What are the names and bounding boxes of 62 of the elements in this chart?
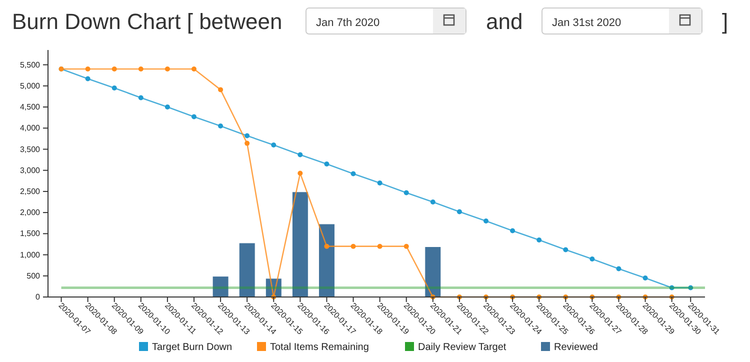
- legend-label: Daily Review Target: [418, 342, 506, 353]
- point: [377, 244, 382, 249]
- point: [85, 76, 90, 82]
- point: [298, 152, 303, 158]
- legend-label: Total Items Remaining: [270, 342, 369, 353]
- point: [164, 66, 170, 72]
- point: [404, 190, 409, 196]
- bar: [212, 276, 229, 298]
- point: [510, 228, 516, 234]
- point: [112, 86, 117, 90]
- y-tick-label: 3,000: [20, 166, 41, 175]
- point: [616, 266, 622, 272]
- date-field: Jan 7th 2020: [306, 8, 466, 34]
- y-tick-label: 4,500: [20, 102, 41, 112]
- point: [324, 162, 330, 166]
- text: ]: [722, 9, 728, 34]
- legend-label: Target Burn Down: [152, 342, 232, 353]
- y-tick-label: 5,500: [20, 60, 41, 70]
- point: [298, 170, 303, 176]
- y-tick-label: 1,000: [20, 250, 41, 260]
- point: [218, 87, 224, 92]
- point: [271, 142, 276, 148]
- chart-title: Burn Down Chart [ between: [12, 9, 282, 34]
- point: [536, 238, 542, 242]
- point: [404, 244, 409, 249]
- point: [642, 276, 648, 280]
- y-tick-label: 0: [36, 292, 41, 302]
- point: [563, 247, 568, 252]
- text: and: [486, 9, 523, 34]
- point: [456, 209, 462, 214]
- point: [112, 66, 117, 72]
- bar: [318, 224, 335, 298]
- point: [377, 180, 382, 186]
- point: [192, 114, 196, 120]
- y-tick-label: 500: [26, 271, 41, 280]
- y-tick-label: 2,500: [20, 187, 41, 196]
- point: [484, 218, 488, 224]
- y-tick-label: 1,500: [20, 229, 41, 238]
- point: [350, 244, 356, 249]
- point: [244, 133, 250, 138]
- point: [192, 66, 196, 72]
- y-tick-label: 2,000: [20, 208, 41, 218]
- point: [138, 95, 144, 100]
- point: [244, 140, 250, 146]
- y-tick-label: 4,000: [20, 124, 41, 133]
- bar: [424, 246, 442, 298]
- date-field: Jan 31st 2020: [542, 8, 702, 34]
- point: [324, 244, 330, 249]
- point: [590, 256, 595, 262]
- point: [85, 66, 90, 72]
- y-tick-label: 5,000: [20, 81, 41, 90]
- y-tick-label: 3,500: [20, 144, 41, 154]
- point: [350, 171, 356, 176]
- legend-label: Reviewed: [554, 342, 598, 353]
- point: [218, 124, 224, 128]
- point: [669, 285, 674, 290]
- point: [430, 200, 436, 204]
- point: [138, 66, 144, 72]
- point: [164, 104, 170, 110]
- bar: [292, 192, 308, 298]
- bar: [238, 242, 256, 298]
- point: [688, 285, 694, 290]
